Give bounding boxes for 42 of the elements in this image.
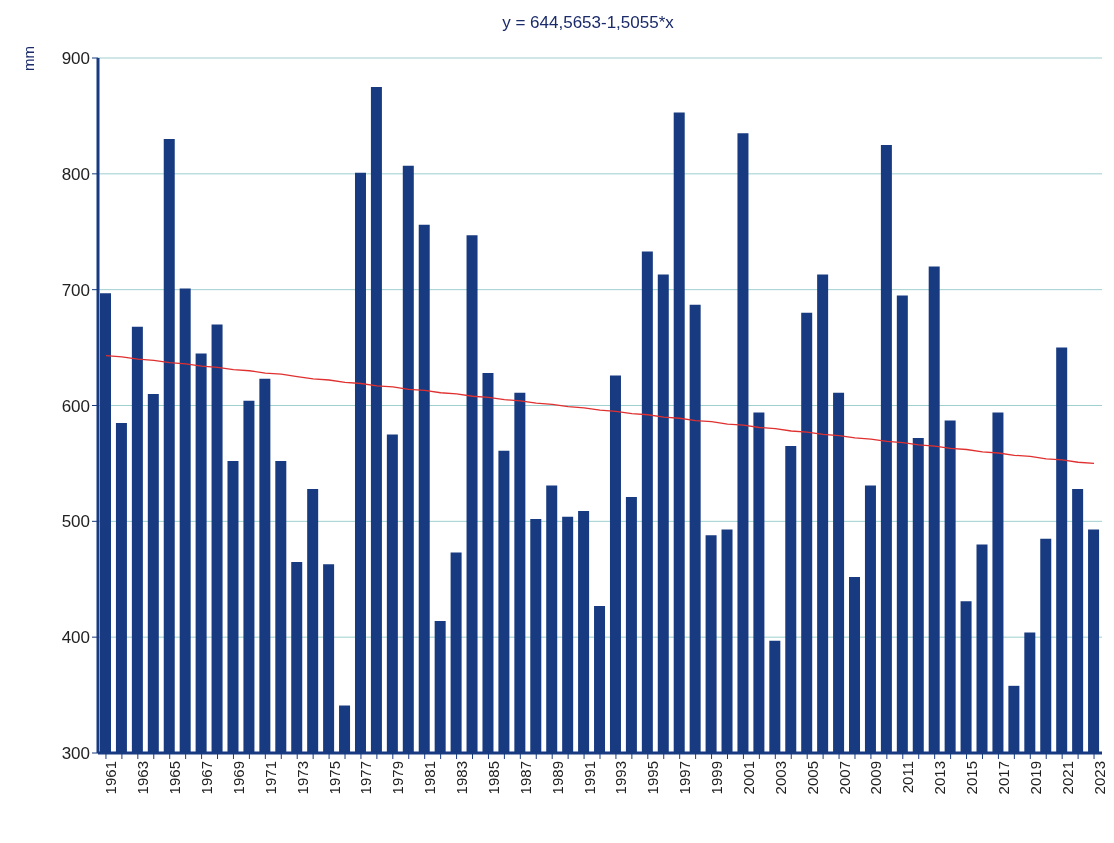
x-tick-label: 2017 bbox=[994, 761, 1012, 795]
x-tick-label: 2005 bbox=[803, 761, 821, 795]
x-tick-label: 2009 bbox=[867, 761, 885, 795]
x-tick-label: 2019 bbox=[1026, 761, 1044, 795]
x-tick-label: 1979 bbox=[389, 761, 407, 795]
x-tick-label: 2021 bbox=[1058, 761, 1076, 795]
x-tick-label: 2007 bbox=[835, 761, 853, 795]
y-tick-label: 600 bbox=[61, 396, 90, 416]
x-tick-label: 2013 bbox=[931, 761, 949, 795]
x-tick-label: 1967 bbox=[198, 761, 216, 795]
x-tick-label: 1973 bbox=[293, 761, 311, 795]
y-tick-label: 700 bbox=[61, 280, 90, 300]
y-tick-label: 300 bbox=[61, 744, 90, 764]
x-tick-label: 2023 bbox=[1090, 761, 1108, 795]
x-tick-label: 1965 bbox=[166, 761, 184, 795]
x-tick-label: 1969 bbox=[229, 761, 247, 795]
x-tick-label: 1963 bbox=[134, 761, 152, 795]
x-tick-label: 1985 bbox=[484, 761, 502, 795]
chart-title: y = 644,5653-1,5055*x bbox=[501, 12, 675, 34]
x-tick-label: 1977 bbox=[357, 761, 375, 795]
line-series bbox=[105, 355, 1095, 465]
y-tick-label: 500 bbox=[61, 512, 90, 532]
y-axis-title: mm bbox=[20, 46, 37, 71]
x-tick-label: 1981 bbox=[421, 761, 439, 795]
x-tick-label: 2003 bbox=[771, 761, 789, 795]
y-tick-label: 900 bbox=[61, 49, 90, 69]
x-tick-label: 1995 bbox=[644, 761, 662, 795]
x-tick-label: 1989 bbox=[548, 761, 566, 795]
x-tick-label: 2001 bbox=[739, 761, 757, 795]
x-tick-label: 1961 bbox=[102, 761, 120, 795]
x-tick-label: 1975 bbox=[325, 761, 343, 795]
y-tick-label: 400 bbox=[61, 628, 90, 648]
x-tick-label: 1987 bbox=[516, 761, 534, 795]
x-tick-label: 1991 bbox=[580, 761, 598, 795]
x-tick-label: 1999 bbox=[708, 761, 726, 795]
x-tick-label: 2015 bbox=[963, 761, 981, 795]
x-tick-label: 1983 bbox=[453, 761, 471, 795]
x-tick-label: 1997 bbox=[676, 761, 694, 795]
x-tick-label: 1971 bbox=[261, 761, 279, 795]
x-tick-label: 2011 bbox=[899, 761, 917, 794]
x-tick-label: 1993 bbox=[612, 761, 630, 795]
y-tick-label: 800 bbox=[61, 164, 90, 184]
